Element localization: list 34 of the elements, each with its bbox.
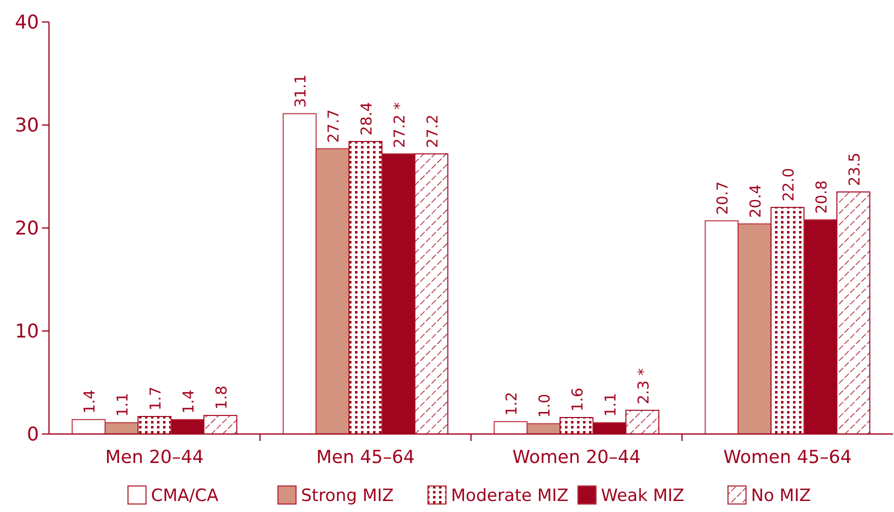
data-label: 1.8 [212, 386, 230, 410]
data-label: 27.7 [324, 109, 343, 143]
legend-label: Moderate MIZ [451, 486, 569, 506]
data-label: 1.0 [536, 394, 554, 418]
data-label: 27.2 * [390, 102, 408, 148]
data-label: 1.2 [502, 392, 521, 416]
y-tick-label: 30 [14, 114, 39, 137]
data-label: 27.2 [423, 114, 442, 148]
data-label: 22.0 [780, 168, 798, 202]
data-label: 1.4 [179, 390, 198, 414]
data-label: 20.8 [812, 180, 830, 214]
data-label: 28.4 [358, 102, 376, 136]
legend-label: Strong MIZ [301, 486, 394, 506]
data-label: 1.1 [601, 392, 620, 417]
data-label: 1.1 [114, 392, 132, 417]
data-label: 31.1 [292, 74, 310, 108]
x-tick-label: Women 45–64 [723, 447, 852, 468]
data-label: 1.6 [568, 388, 586, 412]
data-label: 2.3 * [634, 368, 652, 404]
data-label: 20.4 [746, 184, 765, 218]
data-label: 20.7 [714, 181, 732, 215]
x-tick-label: Women 20–44 [512, 447, 641, 468]
y-tick-label: 0 [26, 424, 39, 446]
data-label: 1.4 [80, 390, 99, 414]
legend-label: No MIZ [751, 486, 811, 506]
x-tick-label: Men 45–64 [316, 447, 415, 468]
y-tick-label: 40 [14, 12, 39, 34]
legend-label: CMA/CA [151, 486, 219, 506]
data-label: 1.7 [146, 386, 164, 410]
x-tick-label: Men 20–44 [105, 447, 204, 468]
y-tick-label: 20 [14, 218, 39, 240]
data-label: 23.5 [845, 152, 864, 186]
y-tick-label: 10 [14, 320, 39, 343]
legend-label: Weak MIZ [601, 486, 684, 506]
